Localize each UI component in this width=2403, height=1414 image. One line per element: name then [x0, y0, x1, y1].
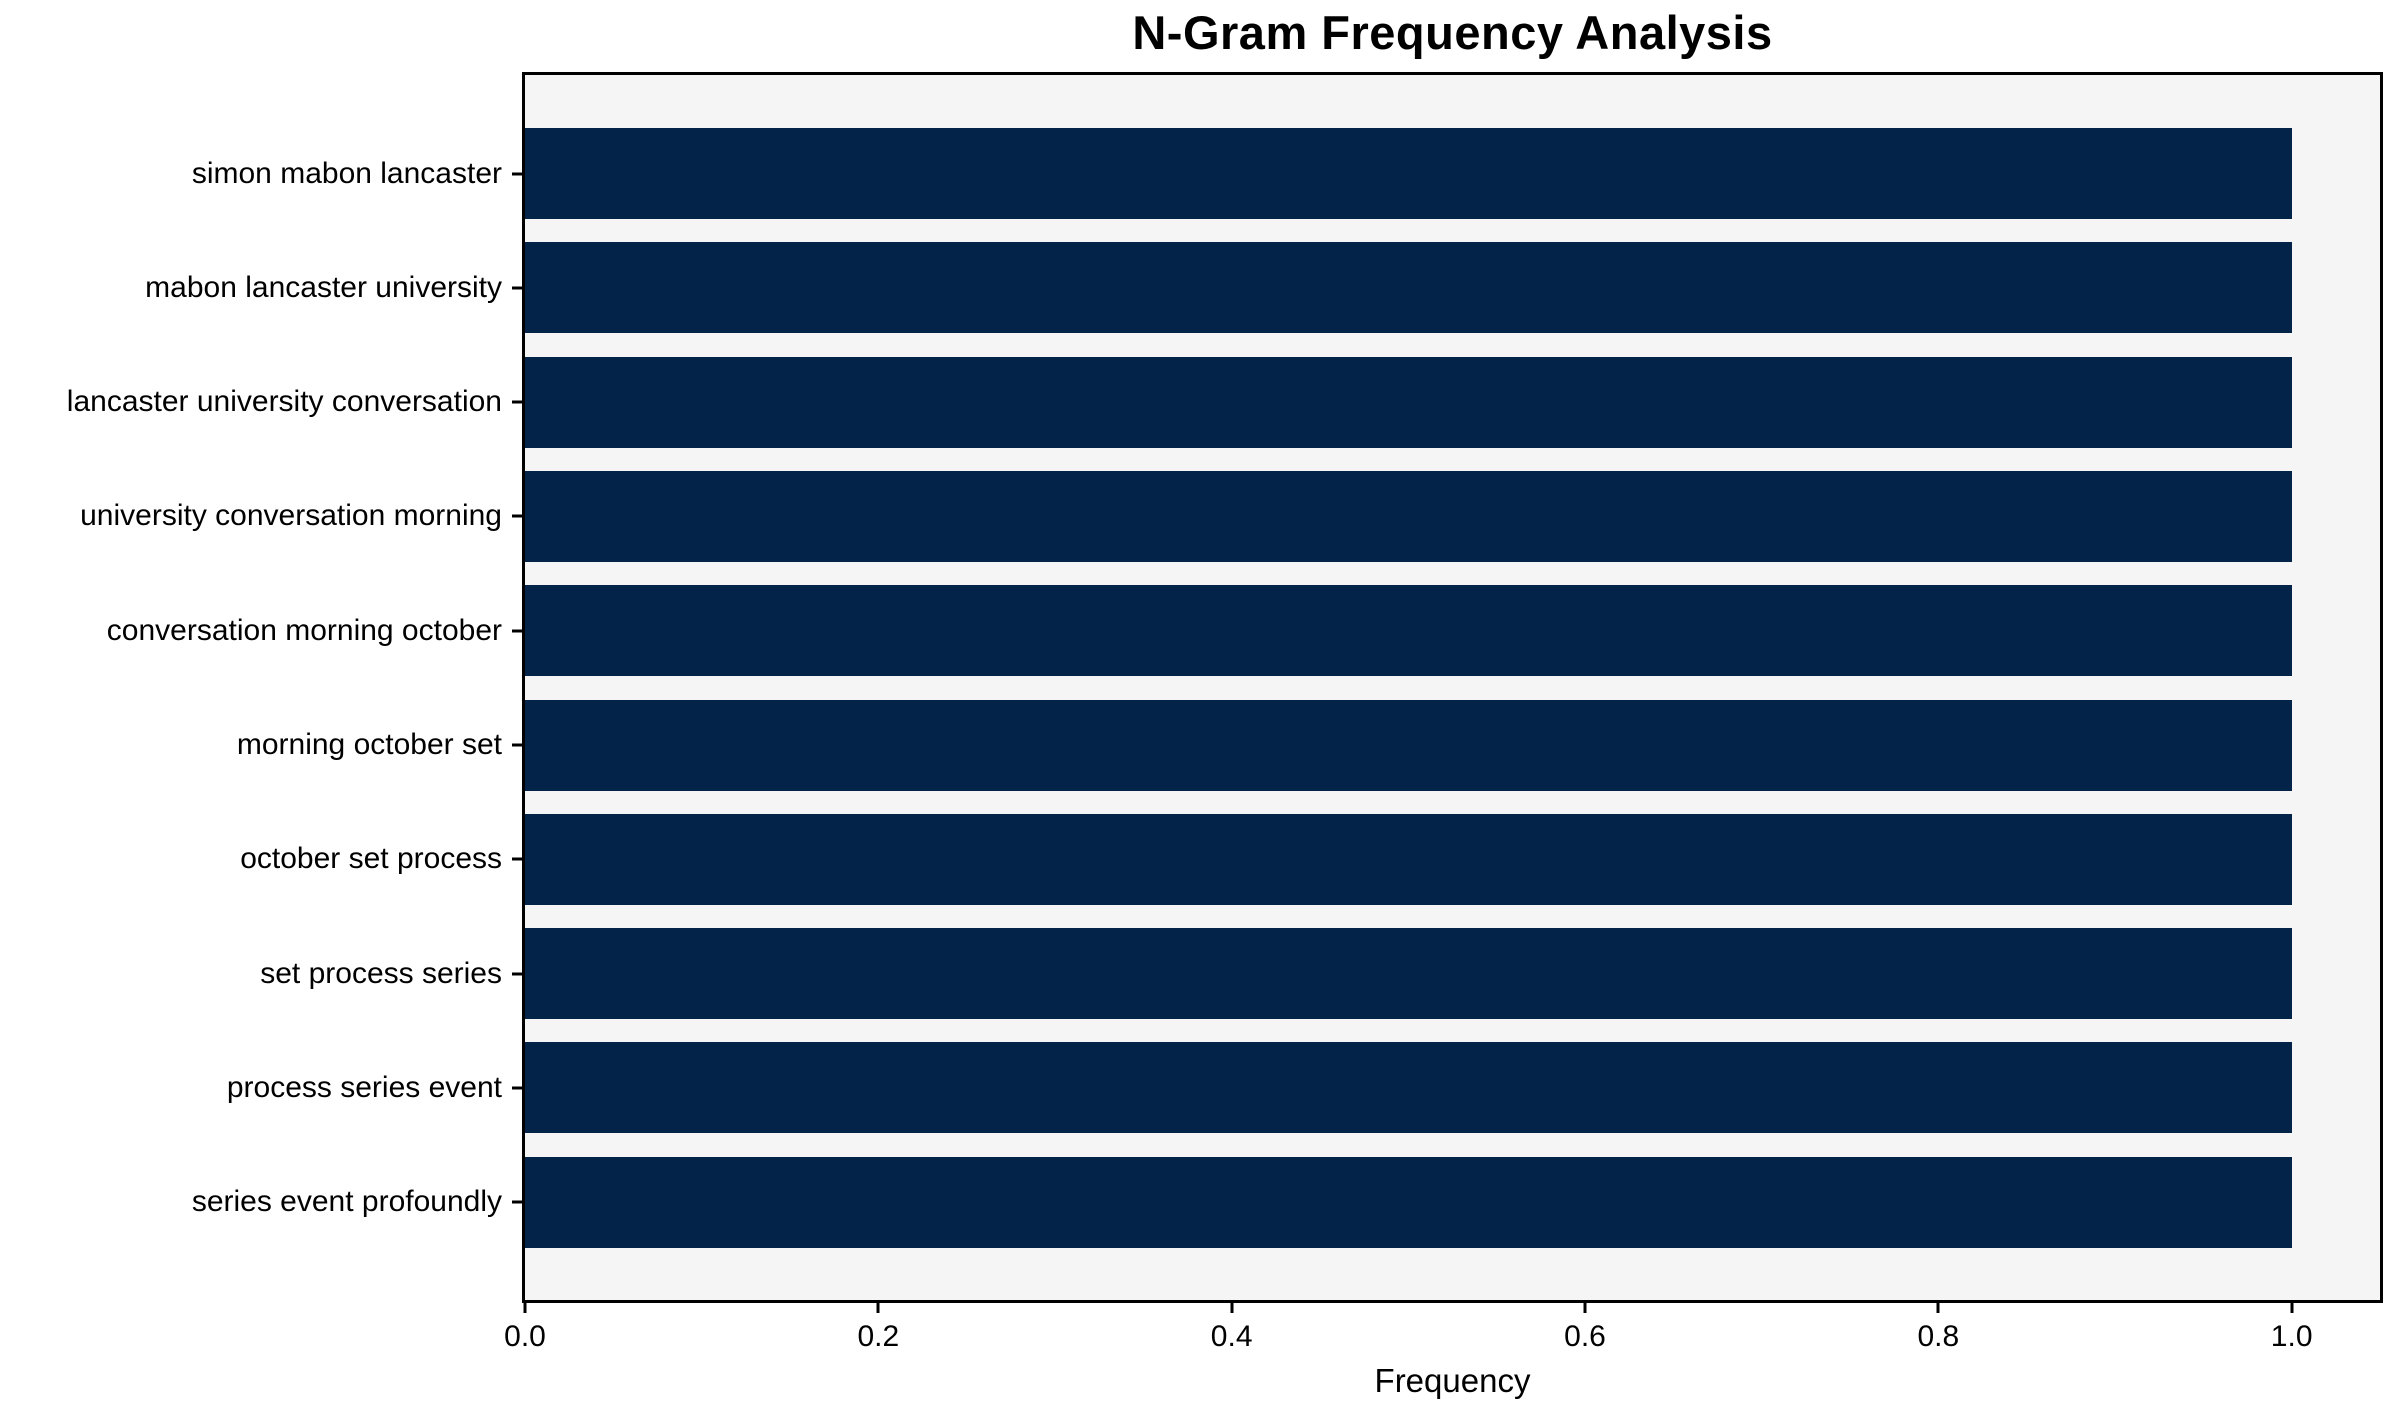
- x-tick-label: 0.2: [857, 1320, 900, 1353]
- x-tick-label: 1.0: [2270, 1320, 2313, 1353]
- x-tick-mark: [1936, 1303, 1940, 1313]
- bar: [525, 1042, 2292, 1134]
- bar: [525, 1156, 2292, 1248]
- chart-title: N-Gram Frequency Analysis: [1132, 6, 1773, 59]
- y-tick-mark: [512, 857, 522, 861]
- y-tick-label: mabon lancaster university: [145, 270, 502, 304]
- y-tick-label: university conversation morning: [80, 499, 502, 533]
- bar: [525, 356, 2292, 448]
- y-tick-mark: [512, 972, 522, 976]
- x-tick-label: 0.8: [1917, 1320, 1960, 1353]
- y-tick-label: lancaster university conversation: [66, 385, 502, 419]
- bar: [525, 242, 2292, 334]
- y-tick-label: october set process: [240, 842, 502, 876]
- bar: [525, 128, 2292, 219]
- plot-area: [522, 72, 2383, 1303]
- y-tick-mark: [512, 1200, 522, 1204]
- bar: [525, 470, 2292, 562]
- y-tick-label: simon mabon lancaster: [191, 156, 502, 190]
- y-tick-mark: [512, 629, 522, 633]
- x-tick-mark: [876, 1303, 880, 1313]
- x-axis-title: Frequency: [1374, 1362, 1531, 1399]
- bar: [525, 928, 2292, 1020]
- x-tick-mark: [1583, 1303, 1587, 1313]
- y-tick-label: set process series: [260, 956, 502, 990]
- x-tick-label: 0.6: [1564, 1320, 1606, 1353]
- x-tick-label: 0.0: [504, 1320, 546, 1353]
- x-tick-mark: [2290, 1303, 2294, 1313]
- y-tick-label: process series event: [226, 1070, 502, 1104]
- y-tick-mark: [512, 514, 522, 518]
- bar: [525, 699, 2292, 791]
- y-tick-mark: [512, 286, 522, 290]
- bar: [525, 813, 2292, 905]
- y-tick-mark: [512, 1086, 522, 1090]
- y-tick-label: conversation morning october: [106, 613, 502, 647]
- x-tick-label: 0.4: [1210, 1320, 1253, 1353]
- y-tick-mark: [512, 172, 522, 175]
- y-tick-label: morning october set: [236, 728, 502, 761]
- x-tick-mark: [1230, 1303, 1234, 1313]
- x-tick-mark: [523, 1303, 527, 1313]
- y-tick-mark: [512, 743, 522, 747]
- bar: [525, 585, 2292, 677]
- y-tick-label: series event profoundly: [191, 1185, 502, 1219]
- y-tick-mark: [512, 400, 522, 404]
